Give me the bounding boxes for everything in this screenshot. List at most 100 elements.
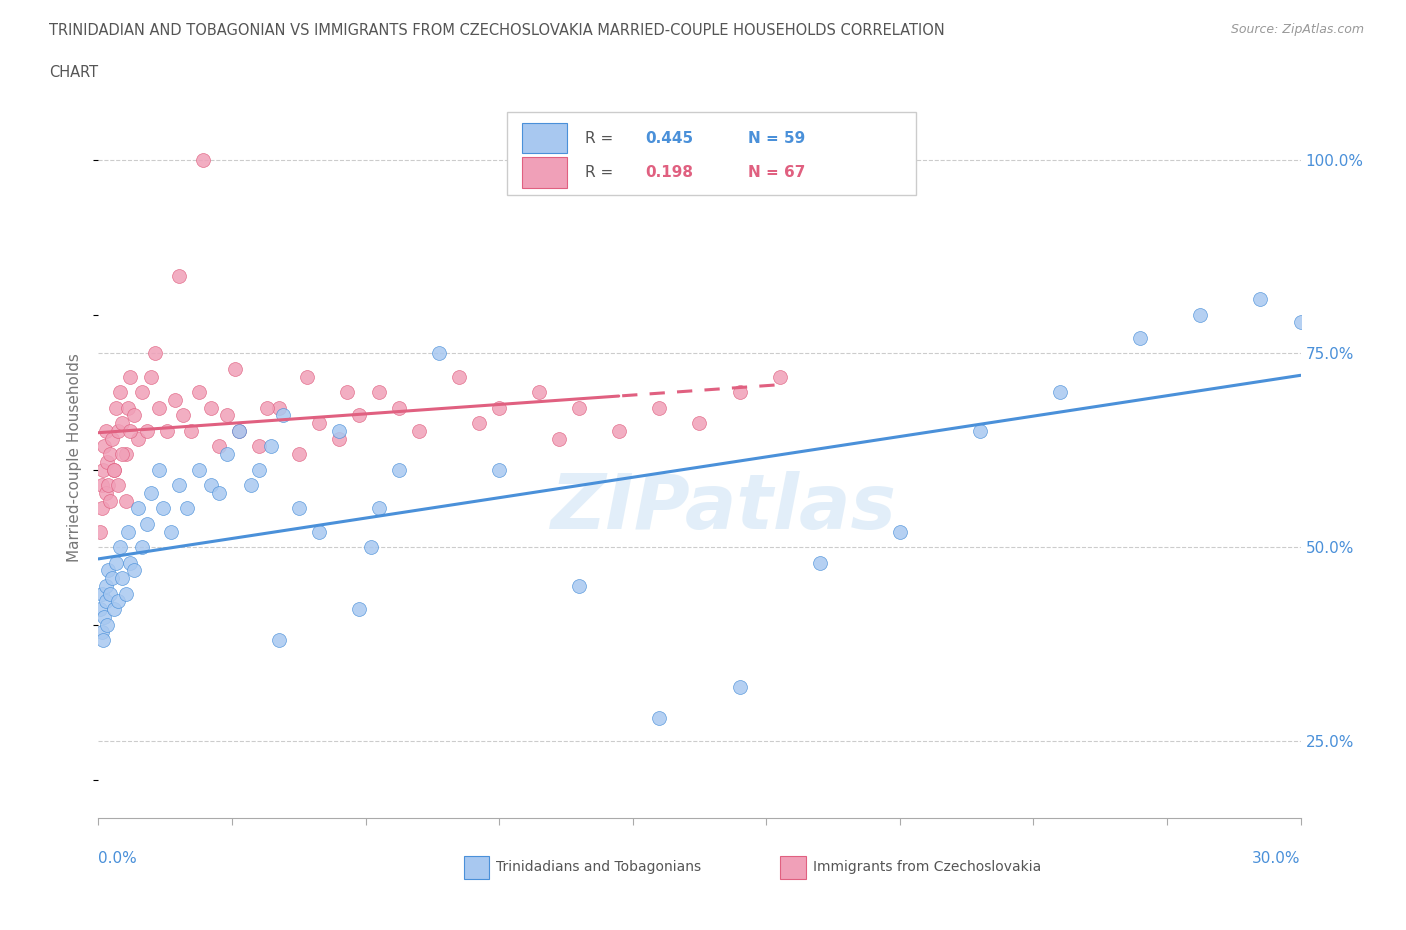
Point <box>308 416 330 431</box>
Point <box>94 485 117 500</box>
Point <box>107 423 129 438</box>
Point <box>96 594 118 609</box>
Point <box>131 385 153 400</box>
Point <box>167 269 190 284</box>
Point <box>97 478 120 493</box>
Point <box>124 563 146 578</box>
Point <box>155 423 177 438</box>
Point <box>328 432 350 446</box>
Point <box>256 400 278 415</box>
Point <box>172 408 194 423</box>
Point <box>143 346 166 361</box>
Point <box>128 501 150 516</box>
Point <box>115 586 138 601</box>
Point <box>101 571 124 586</box>
Point <box>228 423 250 438</box>
Text: N = 67: N = 67 <box>748 166 806 180</box>
Point <box>215 446 238 461</box>
Point <box>336 385 359 400</box>
Point <box>159 525 181 539</box>
Point <box>103 462 125 477</box>
Point <box>167 478 190 493</box>
FancyBboxPatch shape <box>508 113 915 195</box>
Point <box>260 439 283 454</box>
Point <box>93 439 115 454</box>
Point <box>388 462 411 477</box>
Point <box>295 369 318 384</box>
Point <box>1129 330 1152 345</box>
Point <box>347 408 370 423</box>
Point <box>728 679 751 694</box>
Y-axis label: Married-couple Households: Married-couple Households <box>67 353 83 563</box>
Point <box>208 485 231 500</box>
Point <box>96 423 118 438</box>
FancyBboxPatch shape <box>522 157 567 188</box>
Point <box>135 423 157 438</box>
Point <box>180 423 202 438</box>
Point <box>115 446 138 461</box>
Point <box>728 385 751 400</box>
Point <box>96 455 118 470</box>
Point <box>139 485 162 500</box>
Point <box>90 625 112 640</box>
Point <box>120 369 142 384</box>
Point <box>267 400 290 415</box>
Point <box>648 400 671 415</box>
Point <box>128 432 150 446</box>
Point <box>360 539 382 554</box>
Point <box>568 578 591 593</box>
Point <box>468 416 491 431</box>
Point <box>111 571 134 586</box>
Text: Trinidadians and Tobagonians: Trinidadians and Tobagonians <box>496 859 702 874</box>
Text: R =: R = <box>585 130 619 145</box>
Point <box>200 478 222 493</box>
Point <box>111 416 134 431</box>
Text: N = 59: N = 59 <box>748 130 804 145</box>
Point <box>103 462 125 477</box>
Point <box>110 385 132 400</box>
Point <box>529 385 551 400</box>
Point <box>120 555 142 570</box>
Point <box>97 563 120 578</box>
Point <box>107 478 129 493</box>
Point <box>94 578 117 593</box>
Point <box>100 493 122 508</box>
Point <box>103 602 125 617</box>
Point <box>808 555 831 570</box>
Point <box>139 369 162 384</box>
Point <box>187 385 209 400</box>
Point <box>91 586 114 601</box>
Point <box>148 462 170 477</box>
Point <box>187 462 209 477</box>
Point <box>135 516 157 531</box>
Text: ZIPatlas: ZIPatlas <box>551 472 897 546</box>
Point <box>107 594 129 609</box>
Point <box>200 400 222 415</box>
Point <box>228 423 250 438</box>
Text: TRINIDADIAN AND TOBAGONIAN VS IMMIGRANTS FROM CZECHOSLOVAKIA MARRIED-COUPLE HOUS: TRINIDADIAN AND TOBAGONIAN VS IMMIGRANTS… <box>49 23 945 38</box>
Point <box>100 446 122 461</box>
Text: 0.0%: 0.0% <box>98 851 138 866</box>
Point <box>117 525 139 539</box>
Point <box>208 439 231 454</box>
Point <box>115 493 138 508</box>
Point <box>1289 315 1312 330</box>
Text: 0.445: 0.445 <box>645 130 693 145</box>
Point <box>110 539 132 554</box>
Point <box>152 501 174 516</box>
Point <box>247 439 270 454</box>
Point <box>689 416 711 431</box>
Point <box>347 602 370 617</box>
Point <box>447 369 470 384</box>
Point <box>388 400 411 415</box>
Point <box>89 525 111 539</box>
Point <box>117 400 139 415</box>
Point <box>969 423 991 438</box>
Point <box>124 408 146 423</box>
Point <box>224 362 246 377</box>
Point <box>247 462 270 477</box>
Point <box>427 346 450 361</box>
Point <box>163 392 186 407</box>
Point <box>91 462 114 477</box>
Point <box>769 369 792 384</box>
